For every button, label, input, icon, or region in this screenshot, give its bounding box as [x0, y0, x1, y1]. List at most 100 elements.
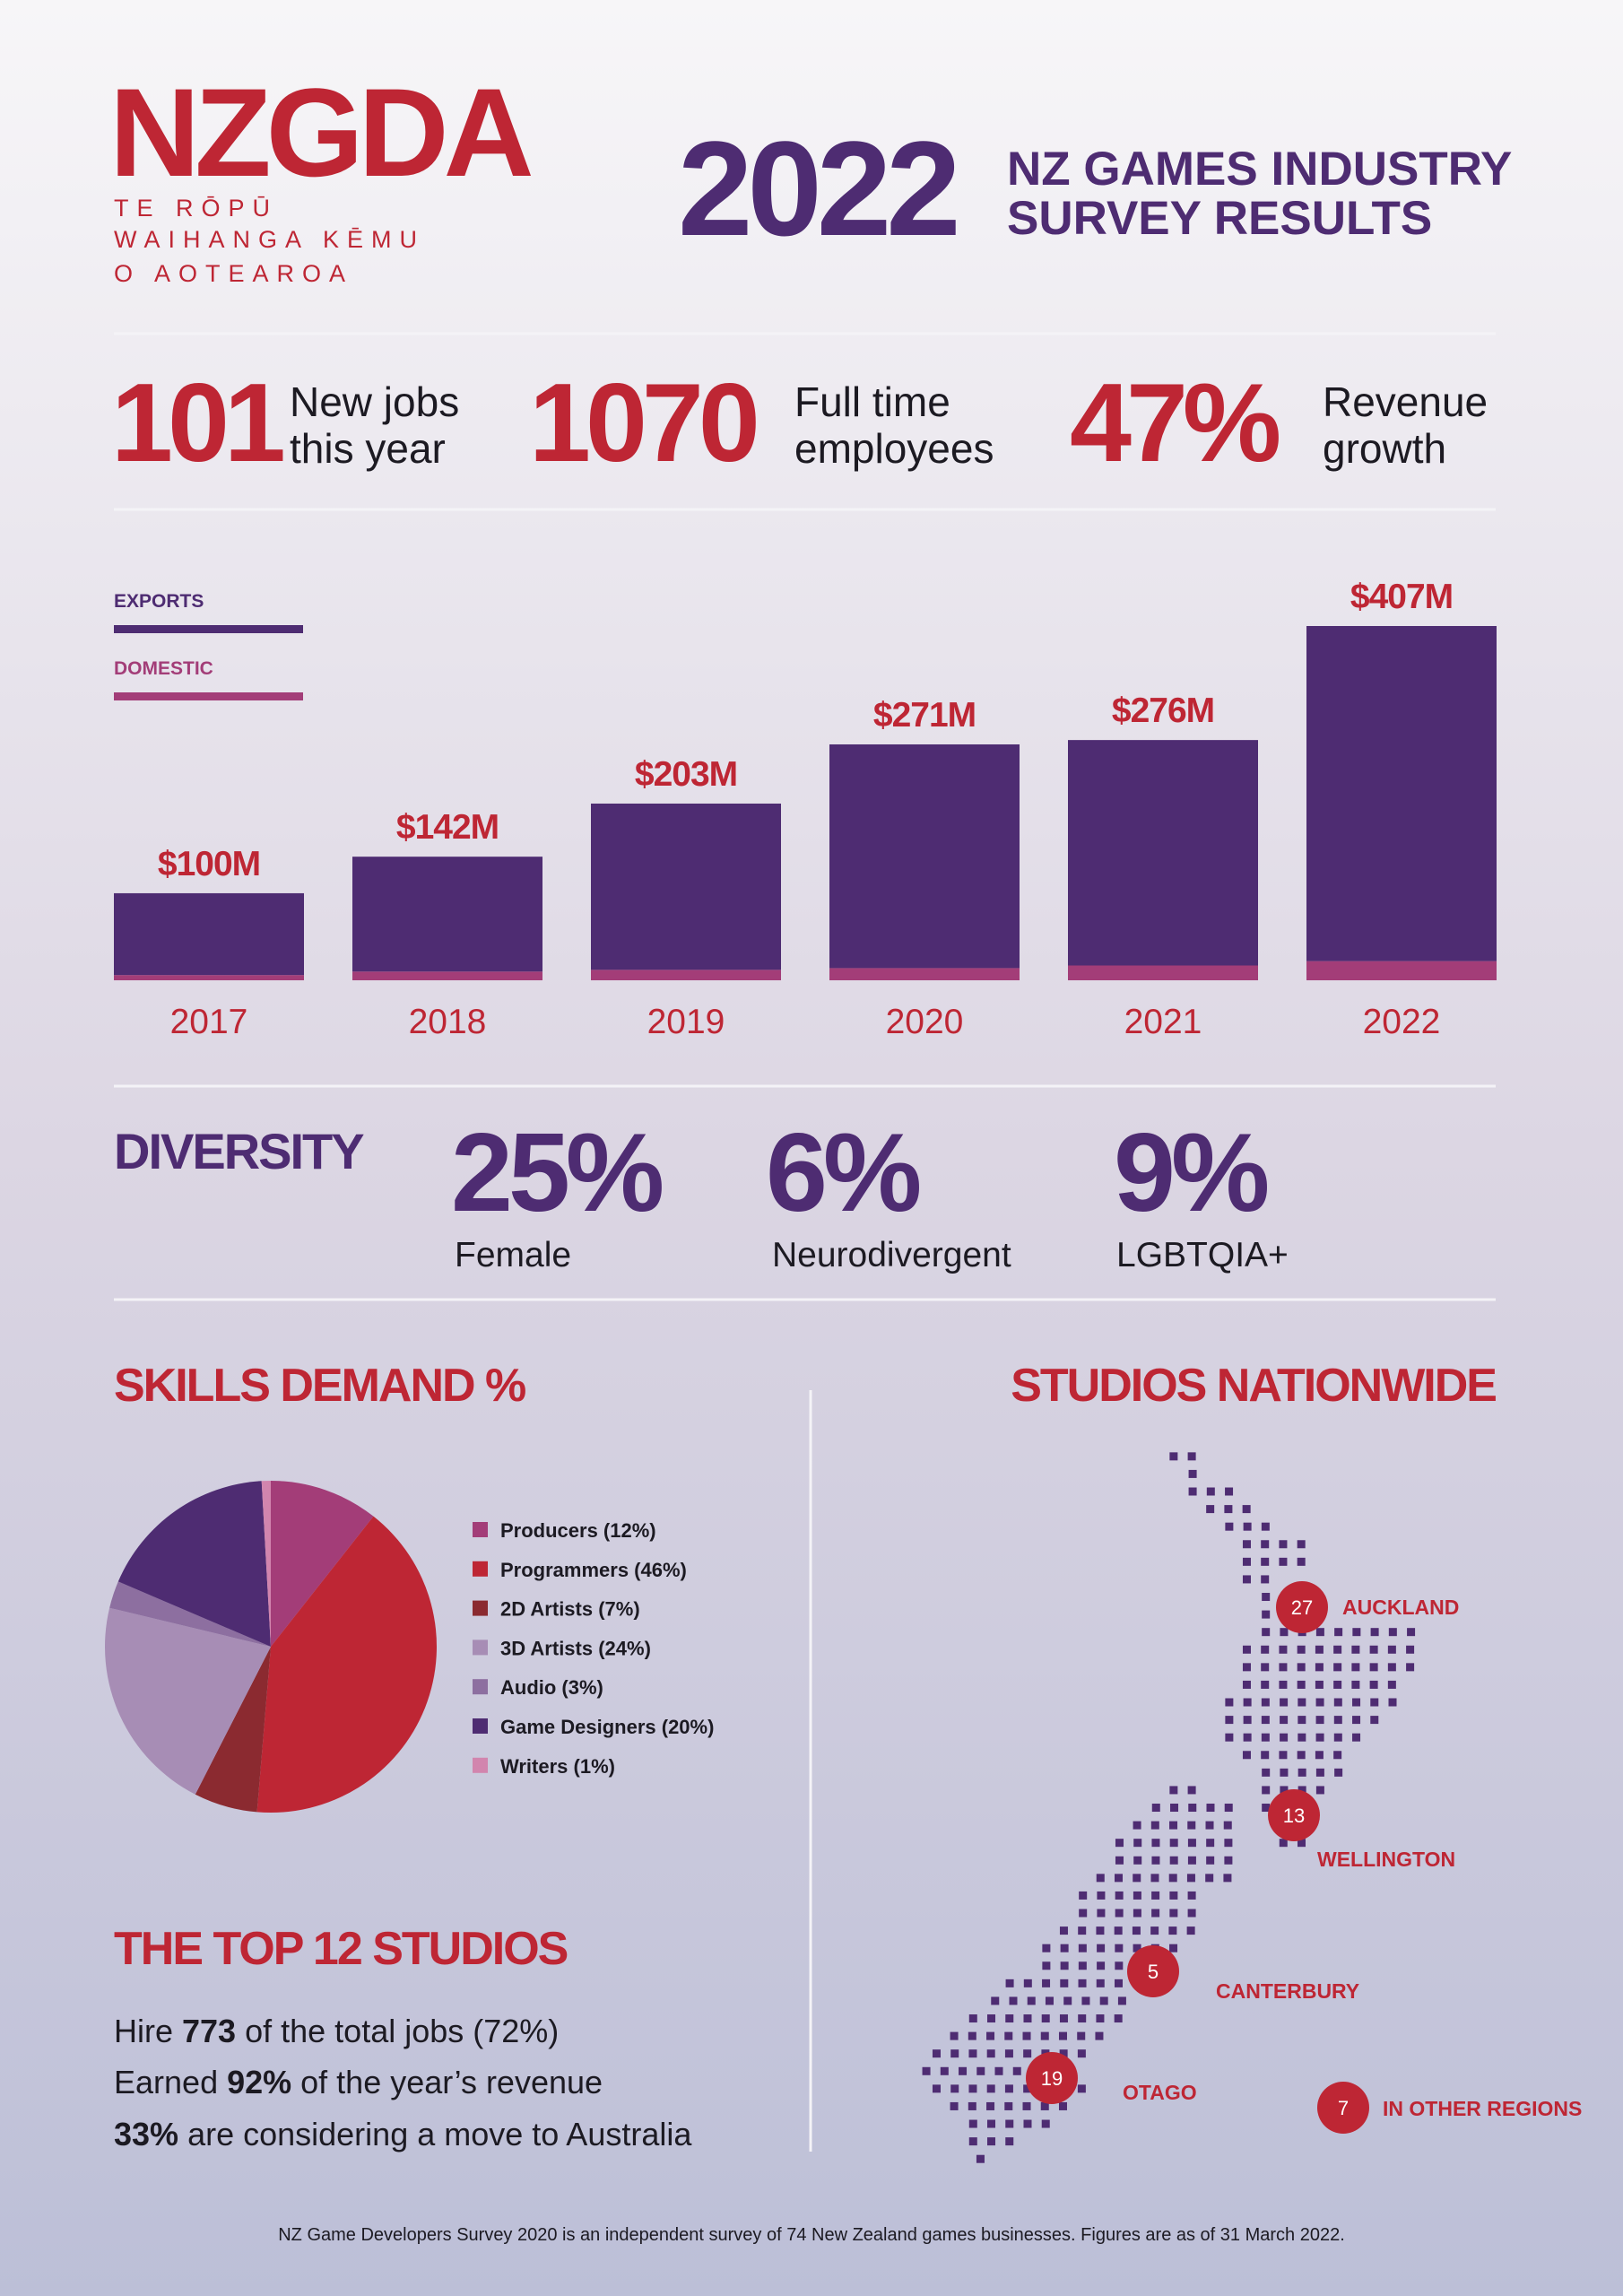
- map-dot: [1351, 1680, 1360, 1689]
- map-dot: [968, 2119, 977, 2128]
- map-dot: [1261, 1751, 1270, 1760]
- map-dot: [1133, 1874, 1141, 1883]
- map-dot: [1261, 1663, 1270, 1672]
- legend-label: DOMESTIC: [114, 658, 213, 679]
- map-dot: [1406, 1645, 1415, 1654]
- map-dot: [1315, 1628, 1324, 1637]
- map-dot: [1352, 1698, 1361, 1707]
- pie-slice: [261, 1481, 271, 1647]
- map-dot: [1096, 2014, 1105, 2023]
- map-dot: [1023, 2084, 1032, 2093]
- stat-text: New jobs: [290, 378, 459, 425]
- map-dot: [1169, 1856, 1178, 1865]
- map-dot: [1040, 2031, 1049, 2040]
- map-dot: [940, 2066, 949, 2075]
- text: are considering a move to Australia: [178, 2116, 692, 2152]
- map-dot: [1279, 1557, 1288, 1566]
- map-dot: [1058, 2031, 1067, 2040]
- map-dot: [994, 2066, 1003, 2075]
- map-dot: [1023, 1979, 1032, 1987]
- stat-value: 1070: [529, 361, 756, 485]
- region-count: 19: [1041, 2067, 1063, 2090]
- logo-subtitle: TE RŌPŪ: [114, 195, 278, 222]
- map-dot: [1009, 1996, 1018, 2005]
- map-dot: [1169, 1944, 1178, 1952]
- map-dot: [1059, 2049, 1068, 2058]
- region-count: 13: [1283, 1805, 1305, 1827]
- map-dot: [1315, 1645, 1324, 1654]
- bar-segment: [829, 968, 1020, 980]
- bar-segment: [1306, 961, 1497, 980]
- map-dot: [1297, 1645, 1306, 1654]
- pie-slice: [256, 1516, 438, 1813]
- stat-text: growth: [1323, 425, 1446, 472]
- map-dot: [1005, 2137, 1014, 2146]
- diversity-value: 6%: [766, 1111, 919, 1235]
- map-dot: [986, 2084, 995, 2093]
- map-dot: [1243, 1698, 1252, 1707]
- map-dot: [1298, 1839, 1306, 1848]
- map-dot: [1096, 1874, 1105, 1883]
- map-dot: [986, 2101, 995, 2110]
- region-bubble: [1268, 1789, 1320, 1841]
- bar-segment: [352, 971, 542, 980]
- x-tick-label: 2022: [1363, 1003, 1441, 1041]
- map-dot: [1225, 1522, 1234, 1531]
- map-dot: [1169, 1839, 1178, 1848]
- map-dot: [1223, 1874, 1232, 1883]
- map-dot: [1315, 1751, 1324, 1760]
- bar-segment: [829, 744, 1020, 969]
- map-dot: [1261, 1645, 1270, 1654]
- logo: NZGDA: [109, 62, 532, 203]
- map-dot: [1280, 1698, 1289, 1707]
- top-studios-line: Hire 773 of the total jobs (72%): [114, 2013, 559, 2049]
- map-dot: [1187, 1856, 1196, 1865]
- map-dot: [1005, 2119, 1014, 2128]
- map-dot: [1004, 2101, 1013, 2110]
- map-dot: [1297, 1557, 1306, 1566]
- map-dot: [968, 2137, 977, 2146]
- legend-label: Programmers (46%): [500, 1559, 687, 1581]
- map-dot: [1023, 2014, 1032, 2023]
- map-dot: [968, 2049, 977, 2058]
- map-dot: [1369, 1663, 1378, 1672]
- map-dot: [1387, 1680, 1396, 1689]
- map-dot: [1078, 1926, 1087, 1935]
- map-dot: [1297, 1680, 1306, 1689]
- map-dot: [1315, 1716, 1324, 1725]
- map-dot: [1060, 1961, 1069, 1970]
- legend-swatch: [473, 1679, 488, 1695]
- map-dot: [1370, 1716, 1379, 1725]
- map-dot: [1387, 1663, 1396, 1672]
- map-dot: [1097, 1891, 1106, 1900]
- map-dot: [1132, 1926, 1141, 1935]
- map-dot: [1297, 1751, 1306, 1760]
- map-dot: [1115, 1839, 1124, 1848]
- legend-label: EXPORTS: [114, 591, 204, 612]
- text: Hire: [114, 2013, 182, 2049]
- map-dot: [1079, 1891, 1088, 1900]
- bar-segment: [114, 975, 304, 980]
- map-dot: [1186, 1874, 1195, 1883]
- bar-segment: [114, 892, 304, 976]
- map-dot: [1022, 2101, 1031, 2110]
- map-dot: [1242, 1505, 1251, 1514]
- text: of the total jobs (72%): [236, 2013, 559, 2049]
- map-dot: [1060, 1979, 1069, 1987]
- logo-subtitle: O AOTEAROA: [114, 260, 353, 287]
- map-dot: [950, 2084, 959, 2093]
- map-dot: [1261, 1575, 1270, 1584]
- legend-swatch: [473, 1639, 488, 1656]
- map-dot: [987, 2137, 996, 2146]
- map-dot: [950, 2031, 959, 2040]
- top-studios-line: 33% are considering a move to Australia: [114, 2116, 692, 2152]
- map-dot: [1115, 1856, 1124, 1865]
- map-dot: [1242, 1557, 1251, 1566]
- logo-subtitle: WAIHANGA KĒMU: [114, 226, 425, 253]
- map-dot: [1078, 1979, 1087, 1987]
- map-dot: [1297, 1540, 1306, 1549]
- region-count: 7: [1338, 2097, 1349, 2119]
- diversity-value: 25%: [451, 1111, 662, 1235]
- map-dot: [1115, 1961, 1124, 1970]
- map-dot: [1333, 1716, 1342, 1725]
